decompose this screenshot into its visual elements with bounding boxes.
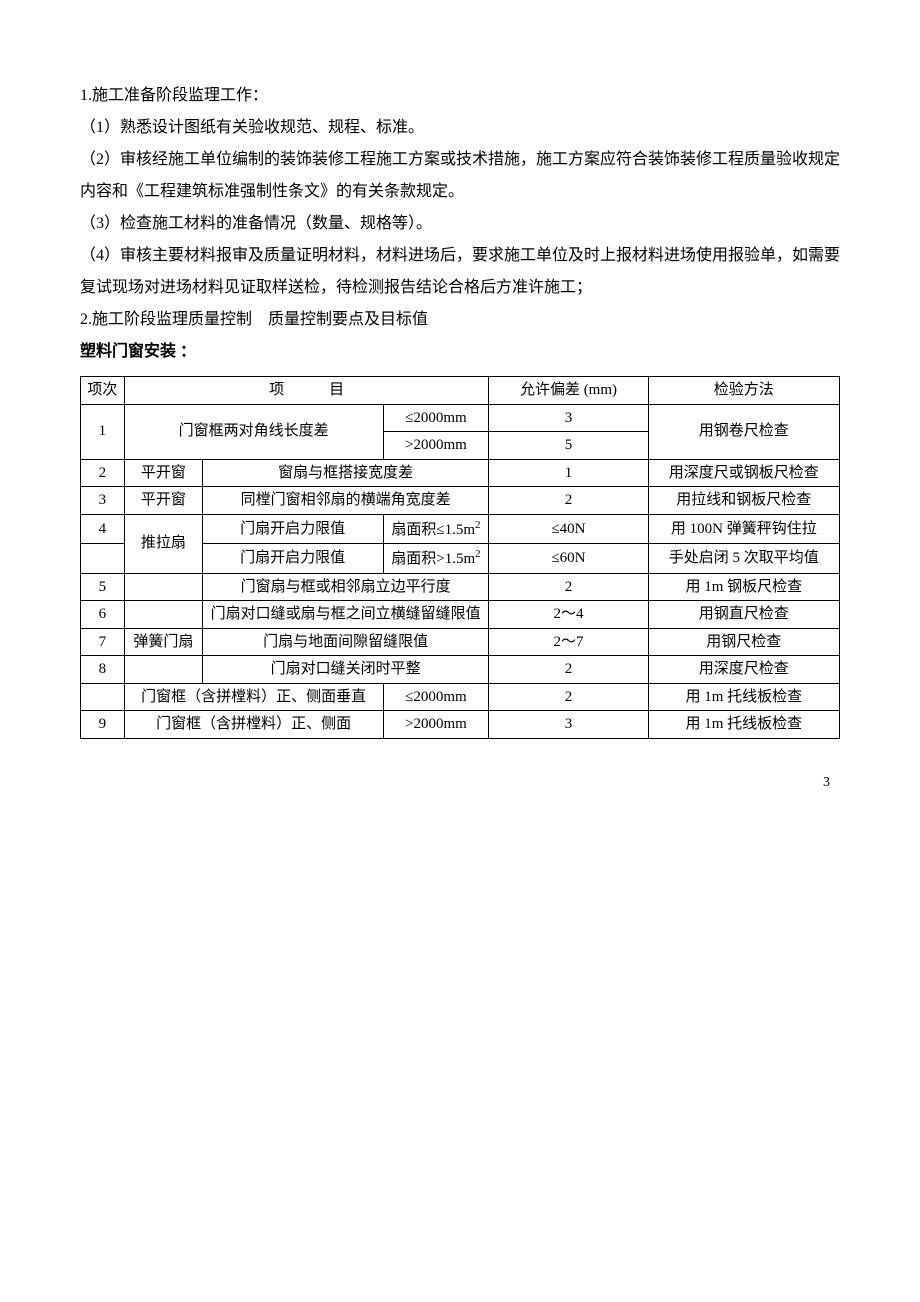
page-number: 3 [80,769,840,797]
table-row: 3 平开窗 同樘门窗相邻扇的横端角宽度差 2 用拉线和钢板尺检查 [81,487,840,515]
cell-cond: ≤2000mm [383,683,489,711]
cell-method: 用 1m 钢板尺检查 [648,573,839,601]
cell-item: 门窗框两对角线长度差 [124,404,383,459]
cell-blank [81,544,125,574]
cell-index: 5 [81,573,125,601]
cell-tol: 2～7 [489,628,648,656]
cell-tol: 2 [489,573,648,601]
cell-index: 8 [81,656,125,684]
cell-method: 用钢卷尺检查 [648,404,839,459]
cell-sub1: 平开窗 [124,459,202,487]
cell-item: 门扇开启力限值 [202,514,383,544]
cell-method: 用 1m 托线板检查 [648,711,839,739]
cell-item: 门扇对口缝或扇与框之间立横缝留缝限值 [202,601,488,629]
cell-item: 同樘门窗相邻扇的横端角宽度差 [202,487,488,515]
cell-text: 扇面积 [391,551,436,567]
cell-blank [124,601,202,629]
cell-index: 4 [81,514,125,544]
hdr-method: 检验方法 [648,377,839,405]
cell-tol: 3 [489,711,648,739]
cell-item: 门窗框（含拼樘料）正、侧面 [124,711,383,739]
cell-blank [124,573,202,601]
paragraph-3: （2）审核经施工单位编制的装饰装修工程施工方案或技术措施，施工方案应符合装饰装修… [80,144,840,208]
cell-method: 用拉线和钢板尺检查 [648,487,839,515]
cell-text: 1.5m [445,522,475,538]
cell-index: 6 [81,601,125,629]
table-row: 5 门窗扇与框或相邻扇立边平行度 2 用 1m 钢板尺检查 [81,573,840,601]
cell-item: 门扇与地面间隙留缝限值 [202,628,488,656]
cell-sub1: 推拉扇 [124,514,202,573]
cell-item: 门扇对口缝关闭时平整 [202,656,488,684]
cell-item: 门扇开启力限值 [202,544,383,574]
cell-cond: 扇面积≤1.5m2 [383,514,489,544]
table-header-row: 项次 项 目 允许偏差 (mm) 检验方法 [81,377,840,405]
table-row: 9 门窗框（含拼樘料）正、侧面 >2000mm 3 用 1m 托线板检查 [81,711,840,739]
cell-tol: 2 [489,487,648,515]
paragraph-5: （4）审核主要材料报审及质量证明材料，材料进场后，要求施工单位及时上报材料进场使… [80,240,840,304]
cell-tol: 2 [489,656,648,684]
superscript: 2 [475,548,481,560]
cell-item: 窗扇与框搭接宽度差 [202,459,488,487]
cell-tol: 2 [489,683,648,711]
cell-blank [124,656,202,684]
table-row: 6 门扇对口缝或扇与框之间立横缝留缝限值 2～4 用钢直尺检查 [81,601,840,629]
cell-index: 9 [81,711,125,739]
cell-method: 用深度尺或钢板尺检查 [648,459,839,487]
cell-tol: 3 [489,404,648,432]
cell-method: 用钢尺检查 [648,628,839,656]
paragraph-6: 2.施工阶段监理质量控制 质量控制要点及目标值 [80,304,840,336]
cell-index: 3 [81,487,125,515]
table-row: 2 平开窗 窗扇与框搭接宽度差 1 用深度尺或钢板尺检查 [81,459,840,487]
cell-tol: 2～4 [489,601,648,629]
paragraph-4: （3）检查施工材料的准备情况（数量、规格等）。 [80,208,840,240]
cell-cond: 扇面积>1.5m2 [383,544,489,574]
table-row: 8 门扇对口缝关闭时平整 2 用深度尺检查 [81,656,840,684]
tolerance-table: 项次 项 目 允许偏差 (mm) 检验方法 1 门窗框两对角线长度差 ≤2000… [80,376,840,739]
cell-index: 2 [81,459,125,487]
cell-tol: 1 [489,459,648,487]
cell-tol: 5 [489,432,648,460]
section-heading: 塑料门窗安装 ： [80,336,840,368]
cell-tol: ≤40N [489,514,648,544]
paragraph-1: 1.施工准备阶段监理工作： [80,80,840,112]
cell-text: >1.5m [436,551,475,567]
table-row: 门窗框（含拼樘料）正、侧面垂直 ≤2000mm 2 用 1m 托线板检查 [81,683,840,711]
hdr-item: 项 目 [124,377,489,405]
cell-method: 用深度尺检查 [648,656,839,684]
cell-method: 用 1m 托线板检查 [648,683,839,711]
cell-sub1: 弹簧门扇 [124,628,202,656]
cell-method: 用钢直尺检查 [648,601,839,629]
cell-blank [81,683,125,711]
cell-method: 用 100N 弹簧秤钩住拉 [648,514,839,544]
cell-cond: ≤2000mm [383,404,489,432]
table-row: 4 推拉扇 门扇开启力限值 扇面积≤1.5m2 ≤40N 用 100N 弹簧秤钩… [81,514,840,544]
superscript: 2 [475,519,481,531]
hdr-tolerance: 允许偏差 (mm) [489,377,648,405]
cell-index: 1 [81,404,125,459]
cell-item: 门窗框（含拼樘料）正、侧面垂直 [124,683,383,711]
hdr-index: 项次 [81,377,125,405]
table-row: 1 门窗框两对角线长度差 ≤2000mm 3 用钢卷尺检查 [81,404,840,432]
cell-method: 手处启闭 5 次取平均值 [648,544,839,574]
cell-text: 扇面积≤ [391,522,444,538]
cell-index: 7 [81,628,125,656]
cell-tol: ≤60N [489,544,648,574]
paragraph-2: （1）熟悉设计图纸有关验收规范、规程、标准。 [80,112,840,144]
cell-cond: >2000mm [383,711,489,739]
cell-item: 门窗扇与框或相邻扇立边平行度 [202,573,488,601]
cell-cond: >2000mm [383,432,489,460]
cell-sub1: 平开窗 [124,487,202,515]
table-row: 7 弹簧门扇 门扇与地面间隙留缝限值 2～7 用钢尺检查 [81,628,840,656]
